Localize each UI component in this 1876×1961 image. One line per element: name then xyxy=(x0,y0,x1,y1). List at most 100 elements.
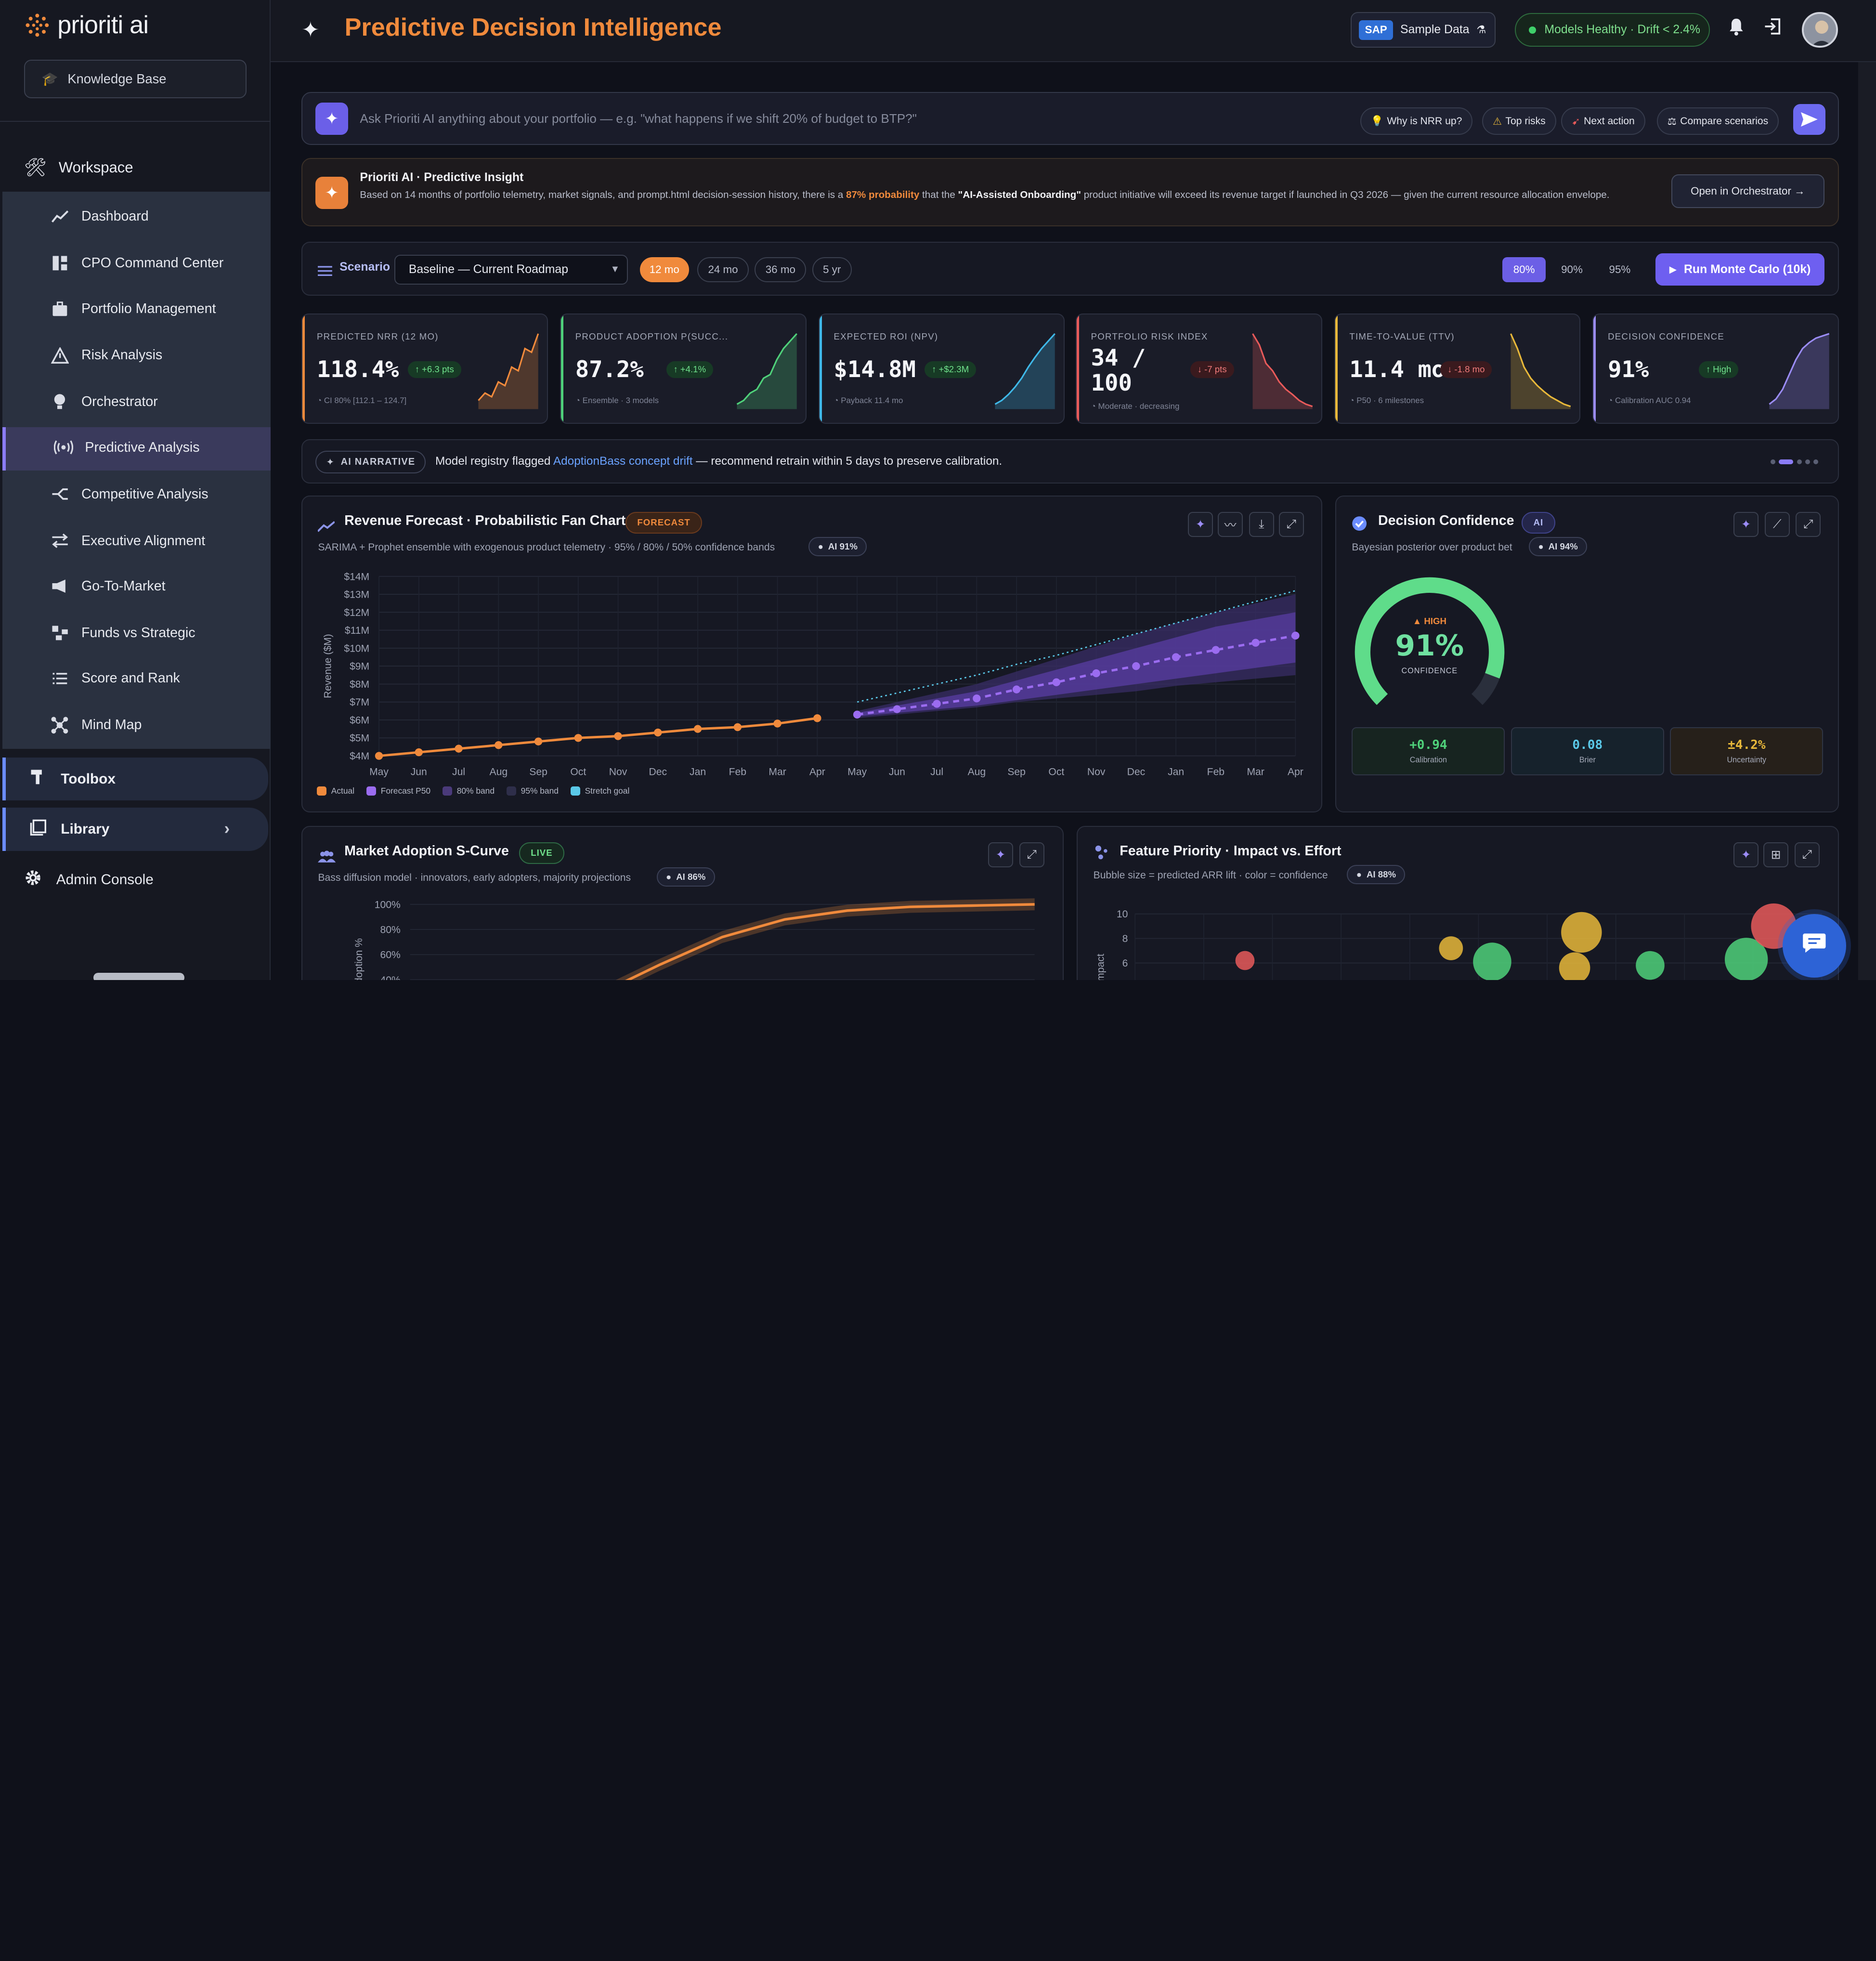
drift-link[interactable]: AdoptionBass concept drift xyxy=(553,454,693,468)
x-tick-label: Mar xyxy=(769,767,786,778)
actual-point xyxy=(534,737,543,746)
stat-uncertainty: ±4.2% Uncertainty xyxy=(1670,727,1824,775)
chat-button[interactable] xyxy=(1783,914,1847,978)
wave-icon: 〰 xyxy=(1224,519,1237,533)
model-health-badge[interactable]: Models Healthy · Drift < 2.4% xyxy=(1514,13,1710,47)
carousel-dots[interactable] xyxy=(1771,459,1819,464)
open-orchestrator-button[interactable]: Open in Orchestrator → xyxy=(1671,174,1824,208)
logout-icon[interactable] xyxy=(1764,17,1783,41)
kpi-sparkline xyxy=(1251,333,1313,409)
carousel-dot[interactable] xyxy=(1805,459,1810,464)
feature-priority-card: Feature Priority · Impact vs. Effort Bub… xyxy=(1077,825,1839,980)
chip-compare-scenarios[interactable]: ⚖ Compare scenarios xyxy=(1656,107,1779,135)
sidebar-item-portfolio-management[interactable]: Portfolio Management xyxy=(50,297,216,321)
kpi-card[interactable]: PORTFOLIO RISK INDEX 34 / 100 ↓ -7 pts ◔… xyxy=(1075,314,1322,424)
stat-calibration: +0.94 Calibration xyxy=(1352,727,1505,775)
sidebar-scrollbar[interactable] xyxy=(93,973,184,980)
sidebar-item-orchestrator[interactable]: Orchestrator xyxy=(50,390,158,414)
legend-label: 80% band xyxy=(456,786,495,796)
carousel-dot[interactable] xyxy=(1797,459,1802,464)
kpi-card[interactable]: PRODUCT ADOPTION P(SUCC... 87.2% ↑ +4.1%… xyxy=(560,314,807,424)
app-logo[interactable]: prioriti ai xyxy=(24,11,149,39)
sidebar-item-risk-analysis[interactable]: Risk Analysis xyxy=(50,343,162,367)
library-label: Library xyxy=(61,821,110,837)
ai-assist-button[interactable]: ✦ xyxy=(1733,511,1759,537)
live-tag: LIVE xyxy=(519,842,564,864)
horizon-5yr[interactable]: 5 yr xyxy=(812,257,852,282)
verified-badge-icon xyxy=(1352,514,1367,536)
ai-narrative-bar: ✦ AI NARRATIVE Model registry flagged Ado… xyxy=(301,439,1839,484)
predictive-insight-banner: ✦ Prioriti AI · Predictive Insight Based… xyxy=(301,157,1839,226)
lightbulb-icon xyxy=(50,392,69,412)
sidebar-item-predictive-analysis[interactable]: Predictive Analysis xyxy=(53,435,200,459)
chip-next-action[interactable]: ➹ Next action xyxy=(1561,107,1645,135)
chart-type-button[interactable]: 〰 xyxy=(1218,511,1243,537)
data-source-selector[interactable]: SAP Sample Data ⚗ xyxy=(1351,12,1496,48)
confidence-95[interactable]: 95% xyxy=(1609,263,1631,275)
expand-button[interactable]: ⤢ xyxy=(1278,511,1304,537)
sidebar-item-executive-alignment[interactable]: Executive Alignment xyxy=(50,529,205,553)
sidebar-item-funds-vs-strategic[interactable]: Funds vs Strategic xyxy=(50,621,195,645)
scenario-select[interactable]: Baseline — Current Roadmap ▼ xyxy=(394,254,628,285)
download-button[interactable]: ⤓ xyxy=(1249,511,1274,537)
y-tick-label: 100% xyxy=(375,899,401,910)
kpi-delta: ↓ -1.8 mo xyxy=(1440,361,1492,378)
sparkline-area xyxy=(1252,333,1313,409)
confidence-80[interactable]: 80% xyxy=(1502,257,1546,282)
chevron-right-icon[interactable]: › xyxy=(224,820,230,838)
sidebar: prioriti ai 🎓 Knowledge Base 🛠 Workspace… xyxy=(0,0,271,980)
sidebar-item-go-to-market[interactable]: Go-To-Market xyxy=(50,575,166,599)
sidebar-item-score-and-rank[interactable]: Score and Rank xyxy=(50,667,180,691)
expand-button[interactable]: ⤢ xyxy=(1019,842,1044,867)
kpi-card[interactable]: DECISION CONFIDENCE 91% ↑ High ◔ Calibra… xyxy=(1592,314,1839,424)
expand-button[interactable]: ⤢ xyxy=(1796,511,1821,537)
band-95 xyxy=(857,594,1296,719)
knowledge-base-button[interactable]: 🎓 Knowledge Base xyxy=(24,60,247,98)
sidebar-item-dashboard[interactable]: Dashboard xyxy=(50,205,149,229)
stat-value: +0.94 xyxy=(1409,737,1447,752)
kpi-card[interactable]: TIME-TO-VALUE (TTV) 11.4 mo ↓ -1.8 mo ◔ … xyxy=(1334,314,1581,424)
kpi-card[interactable]: PREDICTED NRR (12 MO) 118.4% ↑ +6.3 pts … xyxy=(301,314,548,424)
ai-assist-button[interactable]: ✦ xyxy=(1187,511,1213,537)
sidebar-item-cpo-command-center[interactable]: CPO Command Center xyxy=(50,251,223,275)
card-title: Decision Confidence xyxy=(1378,513,1514,529)
ask-input[interactable]: Ask Prioriti AI anything about your port… xyxy=(360,111,917,126)
page-scrollbar[interactable] xyxy=(1858,62,1876,980)
sidebar-admin-console[interactable]: Admin Console xyxy=(24,869,154,890)
analytics-button[interactable]: ⟋ xyxy=(1764,511,1790,537)
carousel-dot[interactable] xyxy=(1771,459,1775,464)
x-tick-label: Jan xyxy=(690,767,706,778)
ai-assist-button[interactable]: ✦ xyxy=(988,842,1014,867)
feature-chart: 10 8 6 Impact xyxy=(1095,903,1823,980)
workspace-section[interactable]: 🛠 Workspace xyxy=(24,157,133,178)
grid-view-button[interactable]: ⊞ xyxy=(1763,842,1789,867)
sidebar-item-mind-map[interactable]: Mind Map xyxy=(50,713,142,737)
chip-top-risks[interactable]: ⚠ Top risks xyxy=(1482,107,1556,135)
gear-icon xyxy=(24,869,42,890)
insight-text-part: product initiative will exceed its reven… xyxy=(1081,189,1610,200)
y-tick-label: $11M xyxy=(345,625,369,636)
send-icon[interactable] xyxy=(1793,104,1826,135)
health-label: Models Healthy · Drift < 2.4% xyxy=(1544,23,1700,37)
arrow-down-icon: ↓ xyxy=(1447,364,1452,375)
feature-bubble xyxy=(1636,951,1665,980)
confidence-90[interactable]: 90% xyxy=(1561,263,1583,275)
sidebar-item-competitive-analysis[interactable]: Competitive Analysis xyxy=(50,482,208,506)
horizon-12mo[interactable]: 12 mo xyxy=(639,257,689,282)
ai-assist-button[interactable]: ✦ xyxy=(1733,842,1759,867)
carousel-dot[interactable] xyxy=(1779,459,1794,464)
expand-button[interactable]: ⤢ xyxy=(1794,842,1820,867)
play-icon: ▶ xyxy=(1669,264,1677,275)
chip-why-nrr-up[interactable]: 💡 Why is NRR up? xyxy=(1360,107,1473,135)
user-avatar[interactable] xyxy=(1802,12,1838,48)
bell-icon[interactable] xyxy=(1727,17,1746,41)
kpi-card[interactable]: EXPECTED ROI (NPV) $14.8M ↑ +$2.3M ◔ Pay… xyxy=(818,314,1065,424)
carousel-dot[interactable] xyxy=(1813,459,1819,464)
horizon-24mo[interactable]: 24 mo xyxy=(697,257,749,282)
sidebar-toolbox[interactable]: Toolbox xyxy=(2,757,268,801)
sidebar-library[interactable]: Library › xyxy=(2,808,268,851)
run-monte-carlo-button[interactable]: ▶ Run Monte Carlo (10k) xyxy=(1655,253,1824,286)
kpi-sub: ◔ Ensemble · 3 models xyxy=(575,395,659,405)
kpi-accent xyxy=(1335,314,1338,423)
horizon-36mo[interactable]: 36 mo xyxy=(755,257,807,282)
